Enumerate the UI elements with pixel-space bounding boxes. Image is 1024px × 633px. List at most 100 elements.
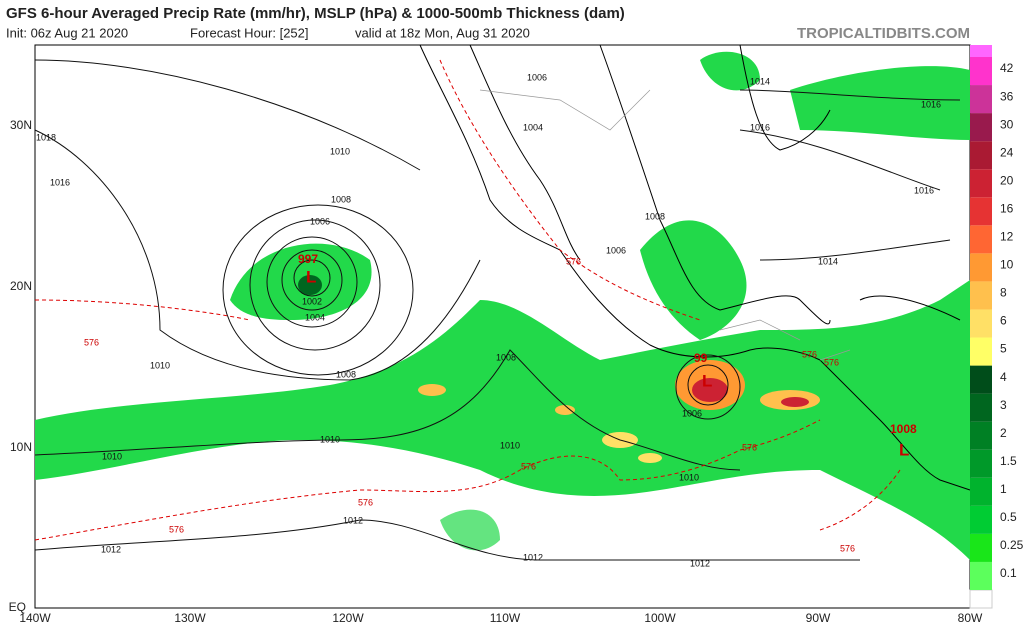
lon-labels: 140W 130W 120W 110W 100W 90W 80W [19,611,983,625]
lat-label: 20N [10,279,32,293]
isobar-label: 1012 [101,544,121,554]
colorbar-label: 42 [1000,61,1014,75]
isobar-label: 1010 [320,434,340,444]
isobar-label: 1010 [150,360,170,370]
isobar-label: 1002 [302,296,322,306]
gulf-coast [599,44,831,325]
isobar-label: 1010 [679,472,699,482]
colorbar-swatch [970,141,992,170]
isobar-label: 1008 [331,194,351,204]
colorbar-swatch [970,365,992,394]
colorbar-label: 2 [1000,426,1007,440]
colorbar-swatch [970,197,992,226]
lon-label: 100W [644,611,676,625]
colorbar-swatch [970,561,992,590]
isobar-label: 1010 [102,451,122,461]
colorbar-swatch [970,281,992,310]
precip-band [35,280,970,560]
thickness [34,59,901,541]
lon-label: 80W [958,611,983,625]
colorbar-swatch [970,421,992,450]
colorbar-label: 36 [1000,89,1014,103]
low-marker: L [899,440,909,459]
colorbar-swatch [970,337,992,366]
colorbar-label: 4 [1000,370,1007,384]
lat-label: EQ [9,600,26,614]
thickness-label: 576 [84,337,99,347]
pressure-center: 99 [694,351,708,365]
colorbar: 0.1 0.25 0.5 1 1.5 2 3 4 5 6 8 10 12 16 20 24 30 36 42 [969,45,1024,609]
isobar-label: 1016 [914,185,934,195]
thickness-label: 576 [169,524,184,534]
title: GFS 6-hour Averaged Precip Rate (mm/hr),… [6,5,625,22]
isobar-label: 1012 [690,558,710,568]
low-marker: L [702,371,712,390]
isobar-label: 1006 [682,408,702,418]
coastline [419,44,971,491]
init-time: Init: 06z Aug 21 2020 [6,25,128,40]
isobar-label: 1008 [496,352,516,362]
colorbar-label: 30 [1000,117,1014,131]
site-name: TROPICALTIDBITS.COM [797,25,970,42]
colorbar-label: 1 [1000,482,1007,496]
colorbar-swatch [970,449,992,478]
rain-cell [638,453,662,463]
rain-cell [418,384,446,396]
us-coast [739,44,831,151]
isobar-label: 1008 [645,211,665,221]
colorbar-swatch [970,169,992,198]
isobar-label: 1012 [523,552,543,562]
colorbar-label: 1.5 [1000,454,1017,468]
colorbar-swatch [970,477,992,506]
colorbar-label: 6 [1000,314,1007,328]
precip-nw [700,51,760,91]
borders [479,89,851,361]
map-area [34,44,971,609]
colorbar-label: 20 [1000,173,1014,187]
cuba [859,295,961,321]
colorbar-label: 8 [1000,286,1007,300]
storm-core-inner [692,378,728,402]
thickness-label: 576 [824,357,839,367]
thickness-label: 576 [566,256,581,266]
lon-label: 90W [806,611,831,625]
land [419,44,971,491]
colorbar-label: 5 [1000,342,1007,356]
isobar-label: 1014 [818,256,838,266]
colorbar-label: 10 [1000,258,1014,272]
colorbar-swatch [970,309,992,338]
isobar-label: 1018 [36,132,56,142]
colorbar-swatch [970,393,992,422]
lon-label: 140W [19,611,51,625]
valid-time: valid at 18z Mon, Aug 31 2020 [355,25,530,40]
lat-label: 10N [10,440,32,454]
pressure-center: 1008 [890,422,917,436]
isobar-label: 1006 [606,245,626,255]
colorbar-label: 12 [1000,230,1014,244]
colorbar-swatch [970,113,992,142]
lat-label: 30N [10,118,32,132]
rain-cell-core [781,397,809,407]
isobar-label: 1010 [330,146,350,156]
thickness-label: 576 [358,497,373,507]
rain-cell [555,405,575,415]
isobars [34,59,961,561]
colorbar-top [970,45,992,57]
lon-label: 130W [174,611,206,625]
lon-label: 120W [332,611,364,625]
precip-patch [440,509,500,551]
lon-label: 110W [490,611,521,625]
precip-north [790,66,970,140]
thickness-label: 576 [521,461,536,471]
colorbar-swatch [970,533,992,562]
colorbar-bottom [969,589,993,609]
colorbar-swatch [970,505,992,534]
colorbar-swatch [970,225,992,254]
storm-core [298,275,322,295]
isobar-label: 1016 [50,177,70,187]
isobar-label: 1006 [310,216,330,226]
colorbar-label: 16 [1000,201,1014,215]
colorbar-swatch [970,57,992,86]
